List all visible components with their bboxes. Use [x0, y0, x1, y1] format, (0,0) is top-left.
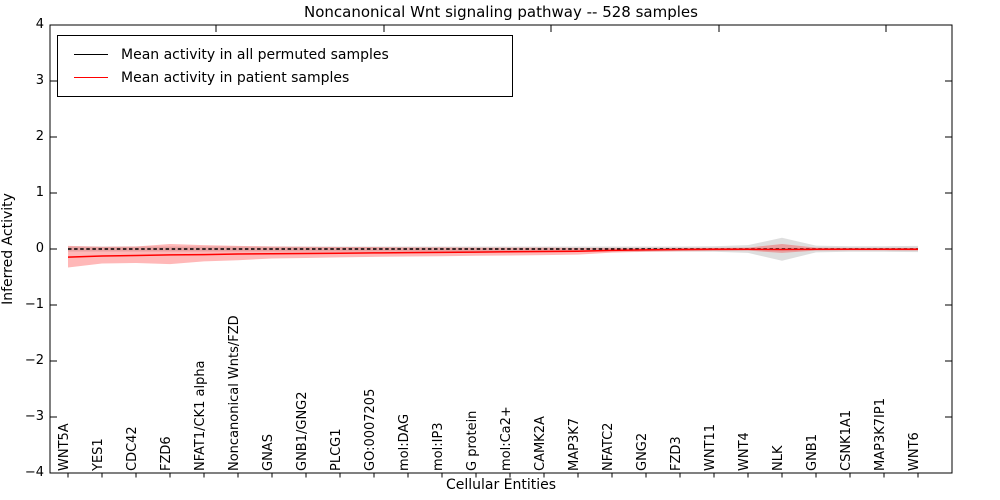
- x-tick-label: WNT5A: [57, 423, 72, 471]
- chart-title: Noncanonical Wnt signaling pathway -- 52…: [304, 3, 698, 21]
- x-tick-label: NFAT1/CK1 alpha: [193, 360, 208, 471]
- patient-line-swatch: [74, 77, 108, 78]
- x-tick-label: NFATC2: [601, 422, 616, 471]
- permuted-samples-band: [68, 237, 918, 261]
- x-tick-label: GO:0007205: [363, 388, 378, 471]
- legend-row: Mean activity in patient samples: [74, 70, 512, 86]
- legend-label-permuted: Mean activity in all permuted samples: [121, 46, 389, 63]
- x-tick-label: GNB1/GNG2: [295, 391, 310, 471]
- y-tick-label: 4: [35, 17, 44, 32]
- x-tick-label: MAP3K7: [567, 417, 582, 471]
- x-tick-label: YES1: [91, 438, 106, 471]
- x-tick-label: CSNK1A1: [839, 409, 854, 471]
- x-tick-label: PLCG1: [329, 428, 344, 471]
- x-tick-label: GNAS: [261, 434, 276, 471]
- y-tick-label: −4: [24, 465, 44, 480]
- x-tick-label: G protein: [465, 410, 480, 471]
- y-tick-label: −1: [24, 297, 44, 312]
- legend-label-patient: Mean activity in patient samples: [121, 69, 350, 86]
- x-tick-label: CAMK2A: [533, 416, 548, 471]
- x-tick-label: WNT4: [737, 432, 752, 471]
- x-tick-label: mol:DAG: [397, 413, 412, 471]
- y-tick-label: 0: [35, 241, 44, 256]
- y-tick-label: −2: [24, 353, 44, 368]
- y-tick-label: −3: [24, 409, 44, 424]
- x-tick-label: WNT6: [907, 432, 922, 471]
- x-tick-label: MAP3K7IP1: [873, 398, 888, 471]
- x-tick-label: WNT11: [703, 423, 718, 471]
- patient-mean-line: [67, 248, 918, 258]
- x-tick-label: NLK: [771, 445, 786, 472]
- x-tick-label: Noncanonical Wnts/FZD: [227, 315, 242, 471]
- y-tick-label: 3: [35, 73, 44, 88]
- x-tick-label: GNG2: [635, 432, 650, 471]
- legend-row: Mean activity in all permuted samples: [74, 47, 512, 63]
- x-tick-label: GNB1: [805, 434, 820, 471]
- permuted-line-swatch: [74, 54, 108, 55]
- y-tick-label: 2: [35, 129, 44, 144]
- x-tick-label: CDC42: [125, 426, 140, 471]
- x-tick-label: mol:IP3: [431, 422, 446, 471]
- x-tick-label: mol:Ca2+: [499, 406, 514, 471]
- x-axis-label: Cellular Entities: [445, 477, 557, 493]
- legend: Mean activity in all permuted samples Me…: [57, 35, 513, 97]
- x-tick-label: FZD3: [669, 436, 684, 471]
- x-tick-label: FZD6: [159, 436, 174, 471]
- y-tick-label: 1: [35, 185, 44, 200]
